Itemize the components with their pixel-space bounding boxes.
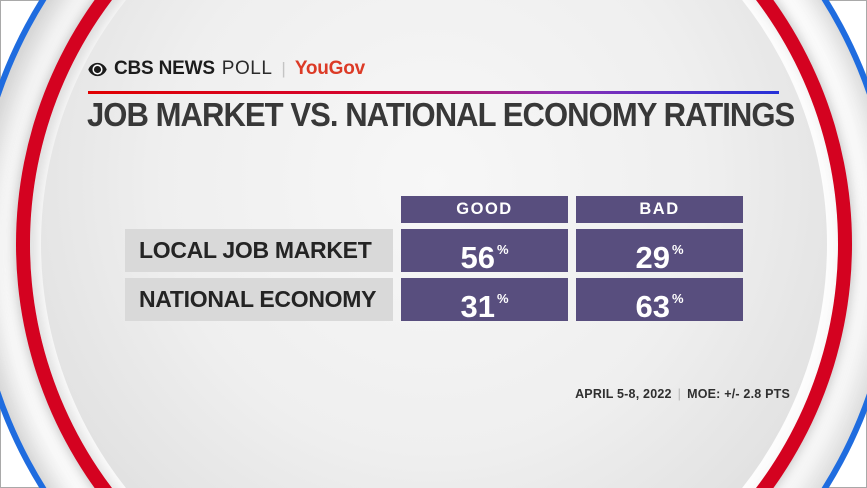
column-header-bad: BAD: [576, 196, 743, 223]
value-number: 63: [635, 289, 670, 324]
value-number: 31: [460, 289, 495, 324]
yougov-wordmark: YouGov: [294, 58, 366, 79]
margin-of-error: MOE: +/- 2.8 PTS: [687, 387, 790, 401]
value-local-bad: 29%: [576, 229, 743, 275]
page-title: JOB MARKET VS. NATIONAL ECONOMY RATINGS: [87, 96, 795, 133]
brand-divider: |: [281, 59, 286, 78]
cbs-news-wordmark: CBS NEWS: [114, 58, 215, 79]
red-blue-gradient-rule: [88, 91, 779, 94]
poll-label: POLL: [221, 58, 273, 79]
row-label-national-economy: NATIONAL ECONOMY: [125, 278, 393, 321]
percent-sign: %: [671, 291, 684, 306]
value-national-bad: 63%: [576, 278, 743, 324]
brand-row: CBS NEWS POLL | YouGov: [88, 57, 365, 81]
value-number: 29: [635, 240, 670, 275]
footnote-divider: |: [677, 387, 682, 401]
value-national-good: 31%: [401, 278, 568, 324]
row-label-local-job-market: LOCAL JOB MARKET: [125, 229, 393, 272]
value-number: 56: [460, 240, 495, 275]
value-local-good: 56%: [401, 229, 568, 275]
percent-sign: %: [496, 242, 509, 257]
poll-date: APRIL 5-8, 2022: [575, 387, 672, 401]
cbs-eye-icon: [88, 62, 107, 76]
percent-sign: %: [496, 291, 509, 306]
percent-sign: %: [671, 242, 684, 257]
footnote: APRIL 5-8, 2022 | MOE: +/- 2.8 PTS: [0, 387, 790, 401]
column-header-good: GOOD: [401, 196, 568, 223]
